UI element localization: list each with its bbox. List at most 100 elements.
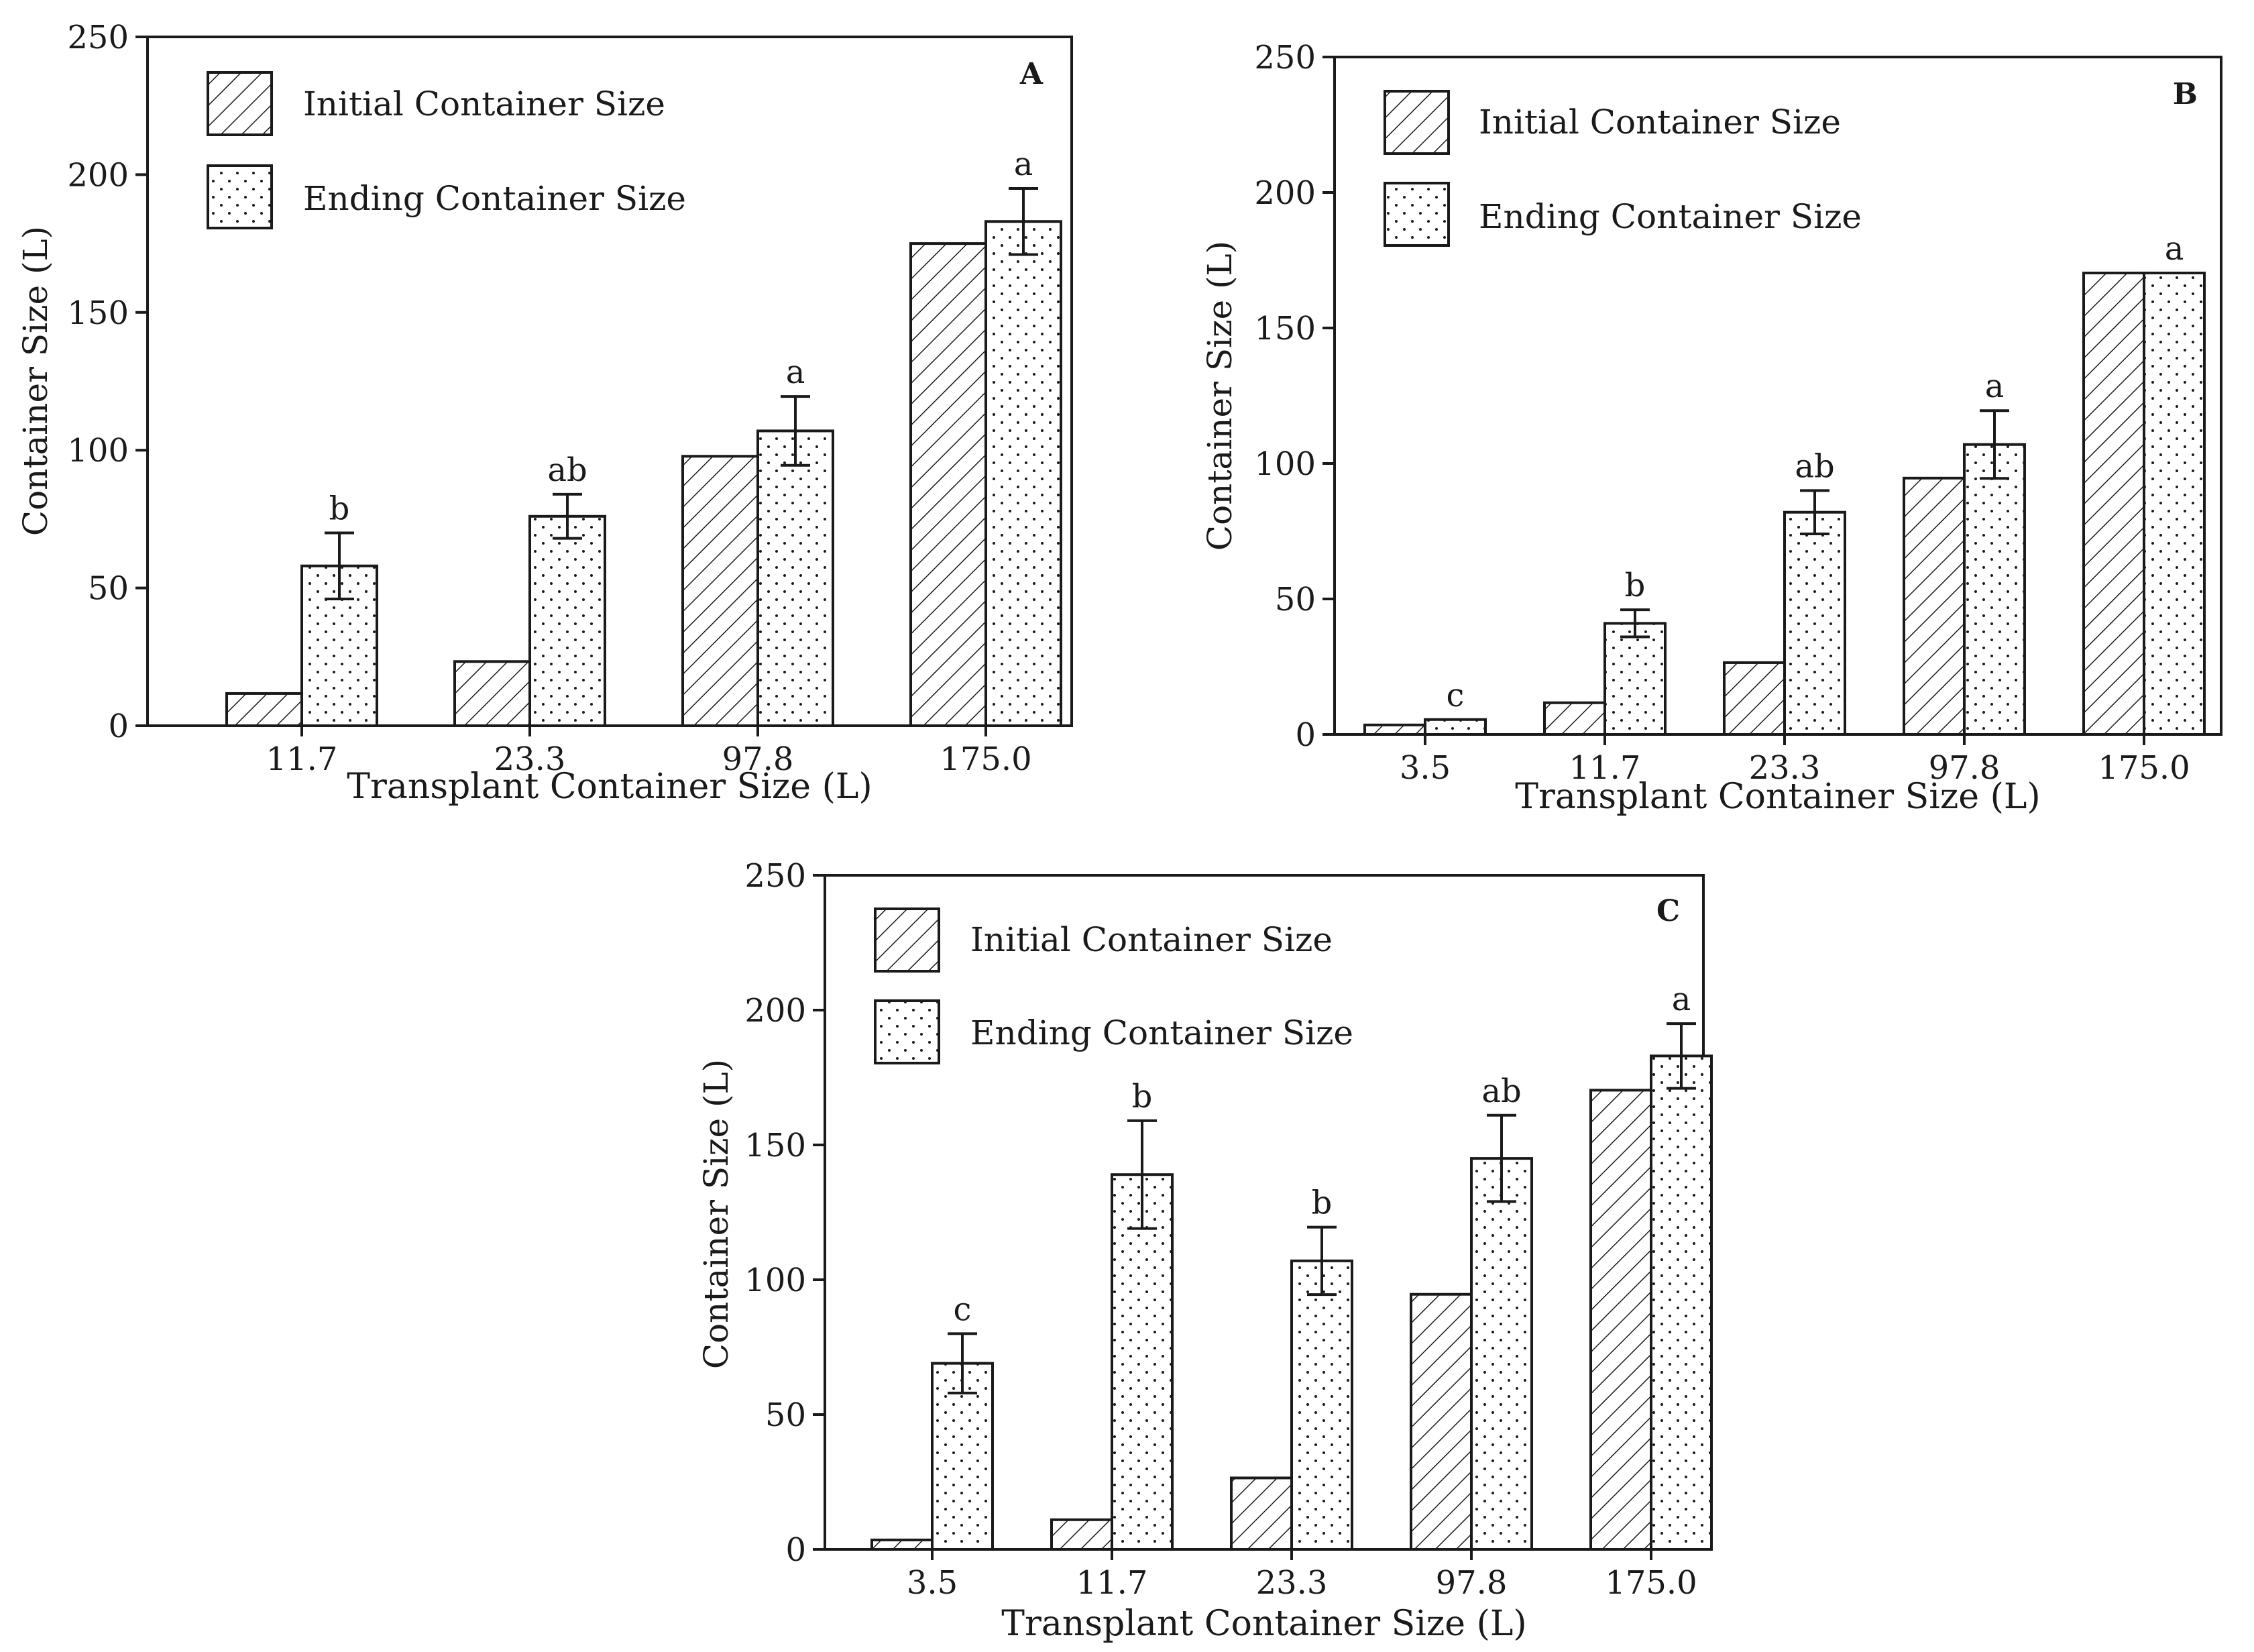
y-tick-label: 150 bbox=[744, 1127, 806, 1164]
x-tick-label: 97.8 bbox=[1929, 749, 2001, 787]
legend: Initial Container Size Ending Container … bbox=[874, 907, 1353, 1064]
bar-ending bbox=[1470, 1157, 1533, 1551]
bar-initial bbox=[1363, 723, 1426, 736]
bar-ending bbox=[1424, 718, 1487, 736]
x-tick-label: 23.3 bbox=[1749, 749, 1821, 787]
chart-panel-b: 0 50 100 150 200 250 c b ab a a 3.5 11.7 23.3 97.8 17… bbox=[1200, 39, 2222, 817]
y-axis-title: Container Size (L) bbox=[16, 226, 55, 536]
significance-label: b bbox=[329, 490, 350, 527]
x-tick-label: 97.8 bbox=[1436, 1564, 1508, 1602]
panel-label: A bbox=[1019, 57, 1044, 91]
significance-label: b bbox=[1312, 1185, 1333, 1222]
bar-initial bbox=[1050, 1518, 1113, 1551]
panel-label: C bbox=[1656, 894, 1680, 928]
x-tick-label: 11.7 bbox=[1076, 1564, 1148, 1602]
y-tick-label: 200 bbox=[67, 156, 129, 194]
legend-swatch-initial bbox=[1384, 90, 1450, 155]
legend-swatch-initial bbox=[207, 71, 273, 136]
x-tick-label: 97.8 bbox=[722, 740, 794, 778]
y-tick-label: 150 bbox=[1254, 310, 1316, 347]
bar-initial bbox=[681, 455, 759, 727]
y-tick-label: 250 bbox=[744, 857, 806, 895]
y-axis-title: Container Size (L) bbox=[1200, 241, 1239, 551]
significance-label: b bbox=[1132, 1078, 1153, 1115]
legend-label-initial: Initial Container Size bbox=[1479, 103, 1841, 142]
bar-ending bbox=[1111, 1173, 1174, 1551]
x-tick-labels: 11.7 23.3 97.8 175.0 bbox=[266, 726, 1032, 778]
y-axis: 0 50 100 150 200 250 bbox=[1254, 39, 1335, 754]
y-tick-label: 250 bbox=[67, 19, 129, 56]
bar-ending bbox=[1963, 443, 2026, 736]
y-tick-label: 150 bbox=[67, 294, 129, 332]
legend-label-initial: Initial Container Size bbox=[970, 920, 1333, 959]
y-axis: 0 50 100 150 200 250 bbox=[67, 19, 148, 745]
bar-initial bbox=[453, 660, 531, 728]
bar-initial bbox=[1543, 701, 1606, 736]
y-tick-label: 0 bbox=[108, 708, 129, 745]
x-tick-label: 175.0 bbox=[2098, 749, 2190, 787]
bar-initial bbox=[1903, 476, 1966, 736]
significance-label: a bbox=[786, 353, 805, 391]
legend-swatch-ending bbox=[874, 999, 940, 1064]
x-tick-label: 23.3 bbox=[1256, 1564, 1328, 1602]
x-tick-labels: 3.5 11.7 23.3 97.8 175.0 bbox=[907, 1549, 1697, 1602]
legend-swatch-ending bbox=[1384, 182, 1450, 247]
x-axis-title: Transplant Container Size (L) bbox=[1001, 1604, 1526, 1644]
bar-ending bbox=[1783, 510, 1846, 736]
chart-panel-c: 0 50 100 150 200 250 c b b ab a 3.5 11.7 23.3 97.8 17… bbox=[697, 857, 1713, 1644]
legend-label-ending: Ending Container Size bbox=[303, 179, 686, 218]
significance-label: a bbox=[1672, 981, 1691, 1018]
y-tick-label: 50 bbox=[88, 570, 129, 608]
y-tick-label: 250 bbox=[1254, 39, 1316, 76]
legend-label-ending: Ending Container Size bbox=[1479, 197, 1862, 236]
y-axis-title: Container Size (L) bbox=[697, 1059, 736, 1369]
legend: Initial Container Size Ending Container … bbox=[1384, 90, 1862, 247]
x-tick-label: 23.3 bbox=[494, 740, 566, 778]
y-tick-label: 100 bbox=[67, 432, 129, 470]
significance-label: b bbox=[1625, 567, 1646, 604]
y-tick-label: 100 bbox=[744, 1262, 806, 1299]
plot-frame bbox=[146, 36, 1073, 727]
x-tick-label: 3.5 bbox=[1400, 749, 1451, 787]
bar-initial bbox=[1230, 1476, 1293, 1551]
bar-ending bbox=[931, 1362, 994, 1551]
panel-label: B bbox=[2173, 77, 2198, 111]
significance-label: ab bbox=[1481, 1072, 1521, 1110]
x-tick-label: 3.5 bbox=[907, 1564, 958, 1602]
bar-initial bbox=[2082, 271, 2145, 736]
x-tick-labels: 3.5 11.7 23.3 97.8 175.0 bbox=[1400, 734, 2190, 787]
bar-ending bbox=[528, 514, 606, 727]
legend-label-ending: Ending Container Size bbox=[970, 1013, 1353, 1052]
x-axis-title: Transplant Container Size (L) bbox=[347, 767, 872, 807]
legend-swatch-initial bbox=[874, 907, 940, 973]
bar-ending bbox=[984, 220, 1062, 727]
bars: c b b ab a bbox=[870, 981, 1713, 1551]
x-tick-label: 11.7 bbox=[266, 740, 338, 778]
bar-ending bbox=[1603, 622, 1667, 736]
bar-ending bbox=[756, 429, 834, 727]
y-tick-label: 200 bbox=[744, 992, 806, 1030]
significance-label: a bbox=[1014, 146, 1033, 183]
bars: c b ab a a bbox=[1363, 230, 2206, 736]
bar-initial bbox=[1589, 1089, 1652, 1551]
bar-initial bbox=[1723, 661, 1786, 736]
bar-ending bbox=[1650, 1054, 1713, 1551]
y-tick-label: 100 bbox=[1254, 445, 1316, 483]
y-axis: 0 50 100 150 200 250 bbox=[744, 857, 825, 1569]
y-tick-label: 50 bbox=[765, 1396, 806, 1434]
legend-label-initial: Initial Container Size bbox=[303, 85, 665, 123]
y-tick-label: 200 bbox=[1254, 174, 1316, 212]
significance-label: c bbox=[1447, 677, 1465, 714]
significance-label: c bbox=[954, 1290, 972, 1328]
significance-label: a bbox=[1985, 368, 2005, 405]
significance-label: ab bbox=[547, 451, 587, 489]
bar-ending bbox=[1290, 1259, 1353, 1551]
significance-label: ab bbox=[1795, 447, 1834, 485]
x-tick-label: 175.0 bbox=[940, 740, 1031, 778]
x-axis-title: Transplant Container Size (L) bbox=[1515, 777, 2040, 817]
significance-label: a bbox=[2165, 230, 2184, 268]
bar-initial bbox=[225, 692, 303, 727]
y-tick-label: 0 bbox=[1295, 716, 1316, 754]
y-tick-label: 50 bbox=[1275, 581, 1316, 618]
